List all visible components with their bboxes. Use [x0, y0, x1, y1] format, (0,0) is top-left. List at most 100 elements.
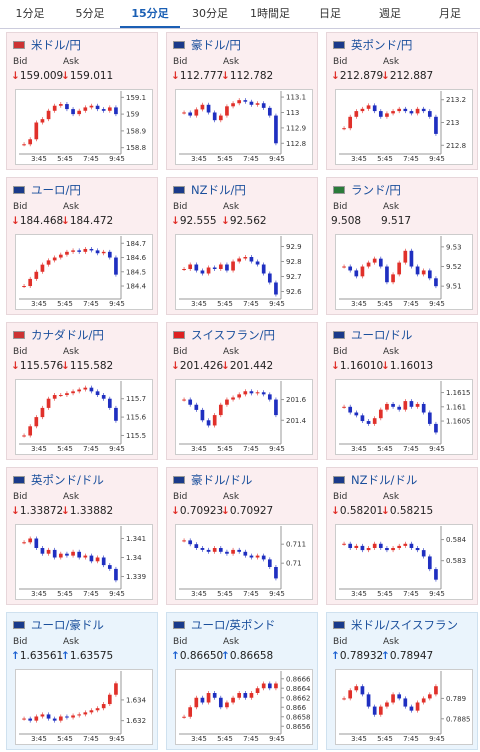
candle: [391, 111, 395, 114]
price-value: 92.562: [229, 215, 267, 227]
y-tick-label: 112.8: [286, 140, 306, 148]
y-tick-label: 159.1: [126, 94, 146, 102]
currency-panel[interactable]: NZドル/ドル Bid Ask ↓0.58201 ↓0.58215 0.583 0.584 3…: [326, 467, 478, 605]
x-tick-label: 3:45: [31, 590, 47, 598]
chart-frame: [15, 234, 153, 310]
currency-panel[interactable]: ユーロ/英ポンド Bid Ask ↑0.86650 ↑0.86658 0.8656 0.86…: [166, 612, 318, 750]
currency-panel[interactable]: スイスフラン/円 Bid Ask ↓201.426 ↓201.442 201.4 201.6…: [166, 322, 318, 460]
candle: [391, 548, 395, 551]
currency-panel[interactable]: NZドル/円 Bid Ask ↓92.555 ↓92.562 92.6 92.7 92.8 92…: [166, 177, 318, 315]
tab[interactable]: 週足: [379, 7, 401, 20]
chart-frame: [335, 379, 473, 455]
tab[interactable]: 5分足: [75, 7, 105, 20]
candle: [231, 549, 235, 554]
bid-label: Bid: [13, 57, 28, 67]
candle: [83, 555, 88, 558]
candle: [40, 264, 45, 272]
candle: [434, 116, 438, 134]
candle: [427, 270, 432, 279]
tab[interactable]: 30分足: [192, 7, 228, 20]
price-value: 1.16010: [339, 360, 384, 372]
candle: [348, 690, 353, 699]
currency-panel[interactable]: 豪ドル/ドル Bid Ask ↓0.70923 ↓0.70927 0.71 0.711 3:4…: [166, 467, 318, 605]
ask-price: ↓0.70927: [221, 505, 273, 517]
x-tick-label: 5:45: [217, 590, 233, 598]
candle: [107, 398, 112, 408]
x-tick-label: 3:45: [191, 735, 207, 743]
chart-frame: [335, 89, 473, 165]
chart-frame: [335, 669, 473, 745]
y-tick-label: 0.711: [286, 541, 306, 549]
y-tick-label: 184.7: [126, 240, 146, 248]
candle: [409, 706, 414, 711]
candle: [218, 115, 223, 121]
currency-panel[interactable]: ランド/円 Bid Ask 9.508 9.517 9.51 9.52 9.53 3:45 5:4…: [326, 177, 478, 315]
x-tick-label: 7:45: [403, 590, 419, 598]
y-tick-label: 1.1605: [446, 418, 471, 426]
price-arrow: ↑: [331, 650, 340, 662]
candle: [107, 107, 112, 111]
price-value: 201.442: [229, 360, 274, 372]
candle: [182, 269, 186, 270]
flag-icon: [173, 41, 185, 49]
x-tick-label: 5:45: [57, 735, 73, 743]
candle: [188, 707, 193, 717]
price-value: 1.33882: [69, 505, 114, 517]
tab[interactable]: 15分足: [120, 0, 180, 28]
currency-panel[interactable]: ユーロ/豪ドル Bid Ask ↑1.63561 ↑1.63575 1.632 1.634 3…: [6, 612, 158, 750]
bid-price: ↓1.16010: [331, 360, 383, 372]
candle: [225, 702, 229, 708]
bid-price: ↓212.879: [331, 70, 383, 82]
currency-panel[interactable]: 米ドル/スイスフラン Bid Ask ↑0.78932 ↑0.78947 0.7885 0.…: [326, 612, 478, 750]
candle: [403, 108, 408, 112]
x-tick-label: 3:45: [31, 300, 47, 308]
candle: [249, 257, 254, 262]
y-tick-label: 115.7: [126, 395, 146, 403]
currency-panel[interactable]: 豪ドル/円 Bid Ask ↓112.777 ↓112.782 112.8 112.9 113…: [166, 32, 318, 170]
price-value: 115.576: [19, 360, 64, 372]
price-arrow: ↑: [11, 650, 20, 662]
bid-price: ↓1.33872: [11, 505, 63, 517]
price-value: 184.468: [19, 215, 64, 227]
tab[interactable]: 1分足: [15, 7, 45, 20]
candle: [218, 697, 223, 708]
pair-title: NZドル/ドル: [351, 473, 418, 487]
pair-title: ユーロ/豪ドル: [31, 618, 104, 632]
candle: [231, 103, 235, 107]
x-tick-label: 5:45: [217, 445, 233, 453]
candle: [107, 565, 112, 569]
candle: [249, 555, 254, 558]
currency-panel[interactable]: 英ポンド/ドル Bid Ask ↓1.33872 ↓1.33882 1.339 1.34 1.…: [6, 467, 158, 605]
candle: [255, 688, 260, 693]
candle: [40, 714, 45, 717]
candle: [348, 266, 353, 271]
flag-icon: [333, 621, 345, 629]
candle: [83, 248, 88, 252]
currency-panel[interactable]: 米ドル/円 Bid Ask ↓159.009 ↓159.011 158.8 158.9 159…: [6, 32, 158, 170]
mini-chart: 212.8 213 213.2 3:45 5:45 7:45 9:45: [335, 89, 473, 165]
bid-price: ↑0.86650: [171, 650, 223, 662]
bid-label: Bid: [333, 637, 348, 647]
currency-panel[interactable]: カナダドル/円 Bid Ask ↓115.576 ↓115.582 115.5 115.6 1…: [6, 322, 158, 460]
tab[interactable]: 月足: [439, 7, 461, 20]
candle: [372, 105, 377, 112]
chart-frame: [15, 379, 153, 455]
price-value: 0.78947: [389, 650, 434, 662]
price-arrow: ↑: [381, 650, 390, 662]
price-arrow: ↓: [171, 360, 180, 372]
currency-panel[interactable]: 英ポンド/円 Bid Ask ↓212.879 ↓212.887 212.8 213 213.…: [326, 32, 478, 170]
tab[interactable]: 1時間足: [250, 7, 290, 20]
x-tick-label: 7:45: [83, 445, 99, 453]
pair-title: NZドル/円: [191, 183, 246, 197]
price-value: 112.782: [229, 70, 274, 82]
candle: [360, 266, 365, 277]
y-tick-label: 201.4: [286, 417, 307, 425]
tab[interactable]: 日足: [319, 7, 341, 20]
ask-label: Ask: [223, 202, 240, 212]
bid-price: ↓115.576: [11, 360, 63, 372]
mini-chart: 1.632 1.634 3:45 5:45 7:45 9:45: [15, 669, 153, 745]
currency-panel[interactable]: ユーロ/ドル Bid Ask ↓1.16010 ↓1.16013 1.1605 1.161 1…: [326, 322, 478, 460]
currency-panel[interactable]: ユーロ/円 Bid Ask ↓184.468 ↓184.472 184.4 184.5 184…: [6, 177, 158, 315]
bid-label: Bid: [13, 492, 28, 502]
